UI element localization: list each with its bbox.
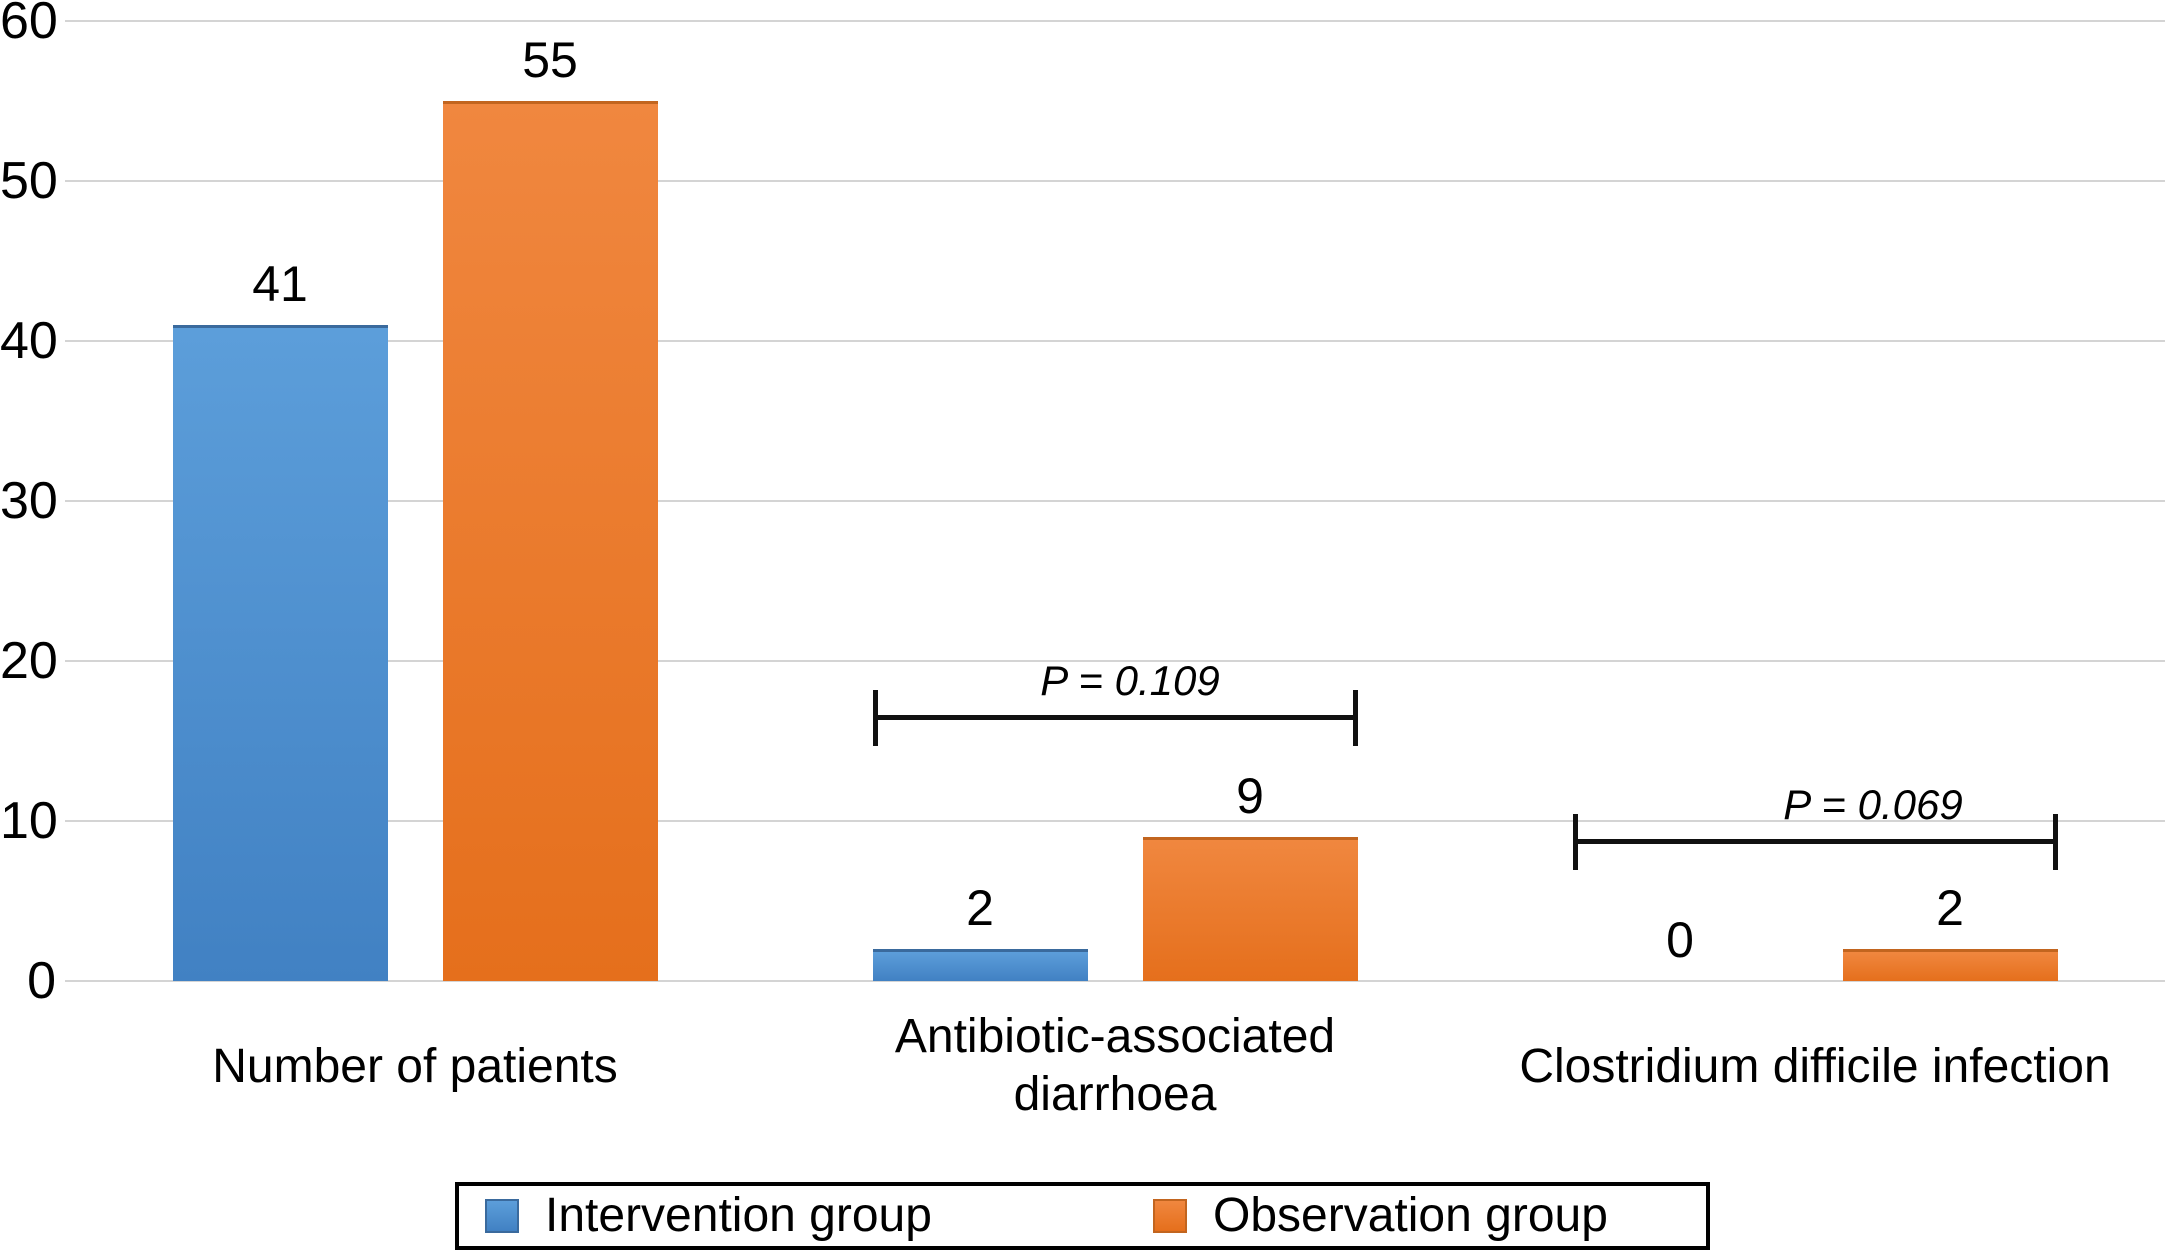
bar-observation-group-2	[1842, 949, 2058, 981]
bar-value-label: 0	[1666, 912, 1694, 968]
bar-value-label: 9	[1236, 768, 1264, 824]
bar-observation-group-1	[1142, 837, 1358, 981]
gridline-40	[65, 340, 2165, 342]
gridline-50	[65, 180, 2165, 182]
y-tick-label-10: 10	[0, 792, 58, 850]
gridline-0	[65, 980, 2165, 982]
legend-item-intervention: Intervention group	[485, 1186, 932, 1246]
y-tick-label-20: 20	[0, 632, 58, 690]
y-axis: 0 10 20 30 40 50 60	[0, 0, 58, 1008]
bracket-line	[1572, 839, 2058, 844]
y-tick-label-40: 40	[0, 312, 58, 370]
bracket-line	[872, 715, 1358, 720]
legend-label-intervention: Intervention group	[545, 1189, 932, 1242]
y-tick-label-50: 50	[0, 152, 58, 210]
bar-value-label: 2	[1936, 880, 1964, 936]
bracket-right-tick	[1352, 690, 1358, 746]
category-label-2: Clostridium difficile infection	[1435, 1038, 2167, 1096]
observation-swatch-icon	[1153, 1199, 1187, 1233]
category-label-line: diarrhoea	[1013, 1068, 1217, 1121]
bar-intervention-group-0	[172, 325, 388, 981]
category-label-0: Number of patients	[35, 1038, 795, 1096]
bar-intervention-group-1	[872, 949, 1088, 981]
bar-value-label: 55	[522, 32, 578, 88]
category-label-1: Antibiotic-associated diarrhoea	[735, 1008, 1495, 1124]
p-value-label-0: P = 0.109	[1040, 657, 1220, 704]
bracket-left-tick	[1572, 814, 1578, 870]
legend-item-observation: Observation group	[1153, 1186, 1608, 1246]
gridline-60	[65, 20, 2165, 22]
legend: Intervention group Observation group	[455, 1182, 1710, 1250]
significance-bracket-1	[1572, 814, 2058, 870]
bracket-left-tick	[872, 690, 878, 746]
category-label-line: Number of patients	[212, 1040, 618, 1093]
intervention-swatch-icon	[485, 1199, 519, 1233]
bar-value-label: 41	[252, 256, 308, 312]
p-value-label-1: P = 0.069	[1783, 781, 1963, 828]
bar-observation-group-0	[442, 101, 658, 981]
bar-value-label: 2	[966, 880, 994, 936]
gridline-30	[65, 500, 2165, 502]
category-label-line: Antibiotic-associated	[894, 1010, 1336, 1063]
plot-area: 41 2 0 55 9 2 P = 0.109 P = 0.069	[65, 20, 2165, 982]
gridline-10	[65, 820, 2165, 822]
legend-label-observation: Observation group	[1213, 1189, 1608, 1242]
y-tick-label-60: 60	[0, 0, 58, 50]
category-label-line: Clostridium difficile infection	[1519, 1040, 2111, 1093]
significance-bracket-0	[872, 690, 1358, 746]
bracket-right-tick	[2052, 814, 2058, 870]
gridline-20	[65, 660, 2165, 662]
y-tick-label-30: 30	[0, 472, 58, 530]
y-tick-label-0: 0	[27, 952, 56, 1010]
